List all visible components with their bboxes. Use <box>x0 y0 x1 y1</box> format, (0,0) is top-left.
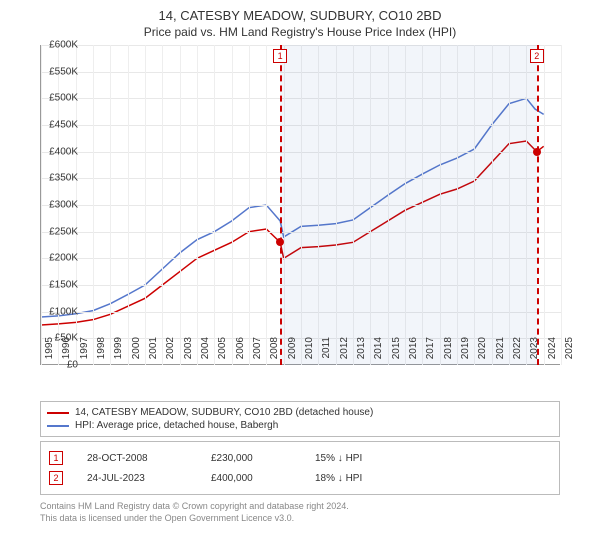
x-axis-label: 2003 <box>183 337 194 367</box>
sale-marker-label: 2 <box>530 49 544 63</box>
chart-area: 12 £0£50K£100K£150K£200K£250K£300K£350K£… <box>40 45 600 395</box>
legend-row: HPI: Average price, detached house, Babe… <box>47 419 553 432</box>
x-axis-label: 2016 <box>408 337 419 367</box>
sale-marker-label: 1 <box>273 49 287 63</box>
sale-price: £400,000 <box>211 473 291 484</box>
sale-dot <box>533 148 541 156</box>
y-axis-label: £600K <box>34 40 78 51</box>
legend-row: 14, CATESBY MEADOW, SUDBURY, CO10 2BD (d… <box>47 406 553 419</box>
y-axis-label: £350K <box>34 173 78 184</box>
x-axis-label: 2022 <box>512 337 523 367</box>
sale-price: £230,000 <box>211 453 291 464</box>
gridline-v <box>214 45 215 365</box>
table-row: 1 28-OCT-2008 £230,000 15% ↓ HPI <box>49 448 551 468</box>
footer-line2: This data is licensed under the Open Gov… <box>40 513 590 525</box>
legend: 14, CATESBY MEADOW, SUDBURY, CO10 2BD (d… <box>40 401 560 437</box>
x-axis-label: 2002 <box>165 337 176 367</box>
x-axis-label: 1995 <box>44 337 55 367</box>
x-axis-label: 2020 <box>477 337 488 367</box>
sale-delta: 18% ↓ HPI <box>315 473 362 484</box>
x-axis-label: 1998 <box>96 337 107 367</box>
sales-table: 1 28-OCT-2008 £230,000 15% ↓ HPI 2 24-JUL-202… <box>40 441 560 495</box>
y-axis-label: £450K <box>34 120 78 131</box>
sale-vline <box>537 45 539 365</box>
x-axis-label: 1996 <box>61 337 72 367</box>
sale-vline <box>280 45 282 365</box>
sale-date: 24-JUL-2023 <box>87 473 187 484</box>
sale-id-box: 2 <box>49 471 63 485</box>
gridline-v <box>110 45 111 365</box>
legend-label: HPI: Average price, detached house, Babe… <box>75 420 278 431</box>
table-row: 2 24-JUL-2023 £400,000 18% ↓ HPI <box>49 468 551 488</box>
gridline-v <box>544 45 545 365</box>
shaded-region <box>280 45 537 365</box>
x-axis-label: 2007 <box>252 337 263 367</box>
legend-swatch <box>47 425 69 427</box>
plot: 12 <box>40 45 560 365</box>
sale-delta: 15% ↓ HPI <box>315 453 362 464</box>
x-axis-label: 2006 <box>235 337 246 367</box>
x-axis-label: 1999 <box>113 337 124 367</box>
y-axis-label: £550K <box>34 66 78 77</box>
x-axis-label: 2023 <box>529 337 540 367</box>
gridline-v <box>232 45 233 365</box>
x-axis-label: 2025 <box>564 337 575 367</box>
y-axis-label: £400K <box>34 146 78 157</box>
legend-label: 14, CATESBY MEADOW, SUDBURY, CO10 2BD (d… <box>75 407 373 418</box>
footer: Contains HM Land Registry data © Crown c… <box>40 501 590 524</box>
x-axis-label: 2010 <box>304 337 315 367</box>
legend-swatch <box>47 412 69 414</box>
x-axis-label: 2008 <box>269 337 280 367</box>
chart-subtitle: Price paid vs. HM Land Registry's House … <box>0 23 600 45</box>
chart-title: 14, CATESBY MEADOW, SUDBURY, CO10 2BD <box>0 0 600 23</box>
x-axis-label: 2018 <box>443 337 454 367</box>
y-axis-label: £300K <box>34 200 78 211</box>
gridline-v <box>162 45 163 365</box>
x-axis-label: 2019 <box>460 337 471 367</box>
gridline-v <box>561 45 562 365</box>
x-axis-label: 2005 <box>217 337 228 367</box>
x-axis-label: 2004 <box>200 337 211 367</box>
x-axis-label: 2015 <box>391 337 402 367</box>
x-axis-label: 2014 <box>373 337 384 367</box>
y-axis-label: £250K <box>34 226 78 237</box>
footer-line1: Contains HM Land Registry data © Crown c… <box>40 501 590 513</box>
gridline-v <box>145 45 146 365</box>
sale-id-box: 1 <box>49 451 63 465</box>
gridline-v <box>93 45 94 365</box>
x-axis-label: 2000 <box>131 337 142 367</box>
gridline-v <box>249 45 250 365</box>
y-axis-label: £500K <box>34 93 78 104</box>
x-axis-label: 2012 <box>339 337 350 367</box>
x-axis-label: 2009 <box>287 337 298 367</box>
x-axis-label: 2001 <box>148 337 159 367</box>
gridline-v <box>128 45 129 365</box>
x-axis-label: 2024 <box>547 337 558 367</box>
gridline-v <box>197 45 198 365</box>
x-axis-label: 2013 <box>356 337 367 367</box>
x-axis-label: 1997 <box>79 337 90 367</box>
sale-dot <box>276 238 284 246</box>
gridline-v <box>266 45 267 365</box>
x-axis-label: 2011 <box>321 337 332 367</box>
gridline-v <box>180 45 181 365</box>
y-axis-label: £150K <box>34 280 78 291</box>
x-axis-label: 2021 <box>495 337 506 367</box>
sale-date: 28-OCT-2008 <box>87 453 187 464</box>
y-axis-label: £100K <box>34 306 78 317</box>
x-axis-label: 2017 <box>425 337 436 367</box>
y-axis-label: £200K <box>34 253 78 264</box>
